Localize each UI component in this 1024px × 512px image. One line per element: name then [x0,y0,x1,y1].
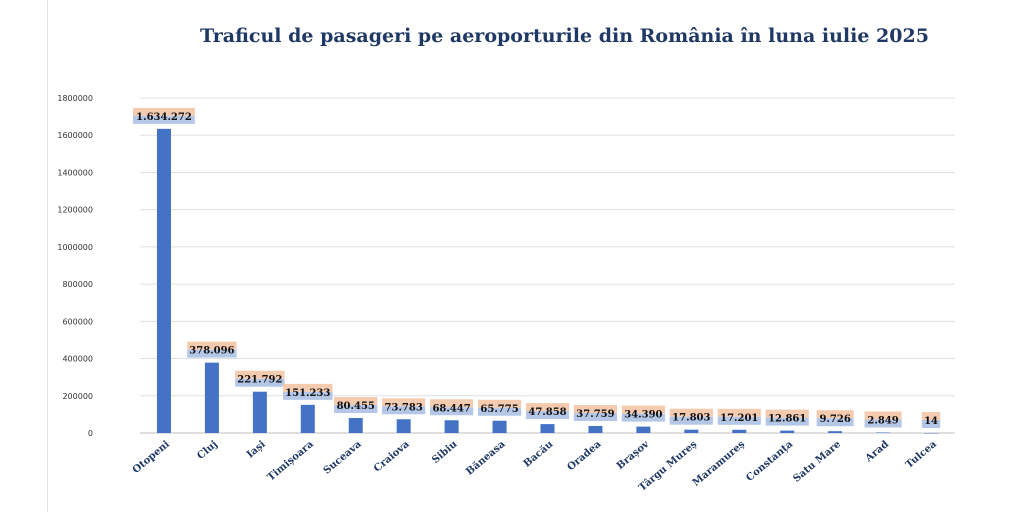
y-tick-label: 1200000 [57,206,93,215]
x-category-label: Sibiu [430,439,459,466]
data-label-bg [816,410,854,419]
data-label-bg [133,107,195,116]
x-category-label: Maramureș [691,439,748,489]
data-label-bg [283,391,333,400]
data-label: 12.861 [768,414,806,425]
data-label: 34.390 [624,410,662,421]
y-tick-label: 600000 [62,317,93,326]
data-label-bg [669,416,713,425]
bar [204,362,219,433]
data-label: 17.201 [720,413,758,424]
y-tick-label: 1800000 [57,94,93,103]
data-label-bg [621,413,665,422]
data-label-bg [765,409,809,418]
bar [492,420,507,433]
chart-title: Traficul de pasageri pe aeroporturile di… [200,25,929,47]
x-category-label: Tulcea [904,439,939,471]
x-category-label: Suceava [322,439,364,477]
data-label-bg [430,407,474,416]
data-label-bg [525,403,570,412]
data-label-bg [187,341,237,350]
x-category-label: Constanța [744,439,795,484]
data-label-bg [477,407,522,416]
bar [396,419,411,433]
data-label: 80.455 [337,401,375,412]
data-label-bg [235,378,285,387]
x-category-label: Iași [245,439,268,461]
data-label-bg [573,404,618,413]
left-border-line [47,0,48,512]
y-tick-label: 1400000 [57,168,93,177]
data-label-bg [864,411,902,420]
bar [348,418,363,433]
bar [876,432,891,433]
x-category-label: Cluj [195,439,219,462]
data-label-bg [235,370,285,379]
data-label: 378.096 [189,346,234,357]
data-label-bg [382,398,426,407]
x-category-label: Satu Mare [791,439,843,485]
bar [828,431,843,433]
data-label-bg [477,399,522,408]
data-label: 65.775 [480,404,518,415]
x-category-label: Oradea [565,439,603,474]
x-category-label: Timișoara [266,439,316,484]
data-label-bg [382,406,426,415]
data-label-bg [717,408,761,417]
data-label-bg [921,411,941,420]
data-label-bg [334,397,378,406]
bar [684,429,699,433]
data-label: 151.233 [285,388,330,399]
data-label-bg [669,408,713,417]
data-label-bg [573,412,618,421]
bar [156,128,171,434]
data-label-bg [816,418,854,427]
data-label: 221.792 [237,375,282,386]
data-label-bg [334,405,378,414]
data-label-bg [717,416,761,425]
x-category-label: Craiova [372,439,412,475]
data-label-bg [864,419,902,428]
y-tick-label: 1000000 [57,243,93,252]
y-tick-label: 0 [88,429,93,438]
bar [300,404,315,433]
bar [252,391,267,433]
y-tick-label: 800000 [62,280,93,289]
x-category-label: Băneasa [464,439,508,478]
data-label-bg [621,405,665,414]
bar [924,432,939,434]
data-label-bg [921,419,941,428]
y-tick-label: 400000 [62,355,93,364]
y-tick-label: 200000 [62,392,93,401]
data-label: 9.726 [819,414,850,425]
x-category-label: Bacău [522,439,556,470]
data-label: 1.634.272 [136,112,192,123]
bar [540,424,555,433]
x-category-label: Arad [863,439,891,465]
data-label: 17.803 [672,413,710,424]
x-category-label: Brașov [615,438,652,472]
bar [636,426,651,433]
data-label-bg [525,411,570,420]
y-tick-label: 1600000 [57,131,93,140]
data-label-bg [283,383,333,392]
data-label-bg [133,115,195,124]
data-label: 37.759 [576,409,614,420]
bar [444,420,459,433]
x-category-label: Otopeni [131,439,172,476]
data-label: 68.447 [432,403,470,414]
data-label-bg [765,417,809,426]
data-label-bg [187,349,237,358]
data-label: 14 [924,416,938,427]
bar [588,425,603,433]
bar [780,430,795,433]
data-label: 73.783 [385,402,423,413]
data-label: 47.858 [528,407,566,418]
bar [732,429,747,433]
data-label: 2.849 [867,415,898,426]
data-label-bg [430,399,474,408]
